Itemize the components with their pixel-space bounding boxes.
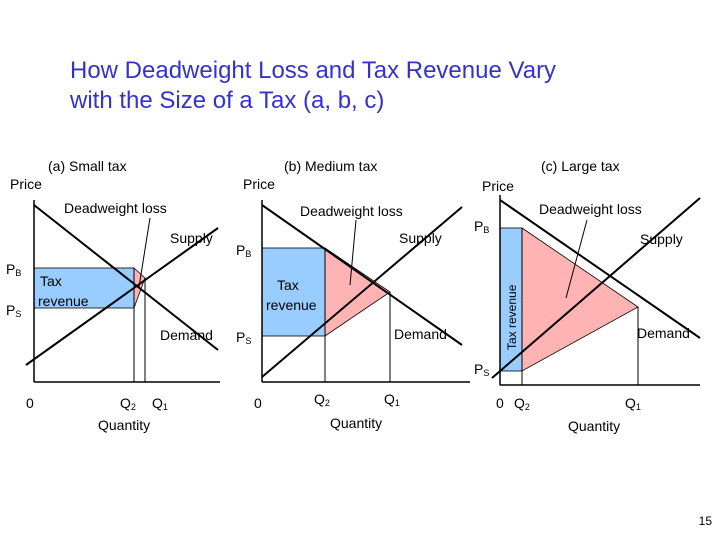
panel-c-ps-label: PS — [474, 361, 489, 378]
panel-c-quantity-label: Quantity — [568, 418, 620, 434]
panel-b-demand-label: Demand — [394, 326, 447, 342]
panel-large-tax: (c) Large tax Price Deadweight loss Supp… — [474, 158, 701, 434]
panel-a-supply-curve — [25, 227, 219, 366]
page-number: 15 — [698, 514, 712, 528]
panel-c-q1-label: Q1 — [625, 395, 641, 412]
slide-title: How Deadweight Loss and Tax Revenue Vary… — [70, 56, 556, 116]
panel-b-pb-label: PB — [236, 242, 251, 259]
panel-b-deadweight-label: Deadweight loss — [300, 203, 403, 219]
panel-a-ps-label: PS — [6, 302, 21, 319]
panel-c-pb-label: PB — [474, 218, 489, 235]
panel-a-supply-label: Supply — [170, 230, 213, 246]
panel-b-deadweight-pointer — [349, 219, 357, 286]
panel-a-demand-label: Demand — [160, 327, 213, 343]
panel-a-tax-revenue-area — [33, 267, 135, 309]
panel-a-q1-label: Q1 — [152, 395, 168, 412]
panel-a-pb-label: PB — [6, 261, 21, 278]
panel-b-deadweight-area — [324, 247, 391, 337]
panel-b-q2-label: Q2 — [314, 391, 330, 408]
panel-a-demand-curve — [33, 204, 219, 351]
panel-c-supply-curve — [491, 197, 701, 379]
panel-c-q2-label: Q2 — [514, 395, 530, 412]
panel-b-price-label: Price — [243, 176, 275, 192]
panel-b-demand-curve — [261, 204, 463, 346]
panel-medium-tax: (b) Medium tax Price Deadweight loss Sup… — [236, 158, 470, 431]
title-line-2: with the Size of a Tax (a, b, c) — [70, 87, 385, 114]
panel-a-q2-label: Q2 — [120, 395, 136, 412]
panel-c-heading: (c) Large tax — [541, 158, 620, 174]
panel-c-deadweight-label: Deadweight loss — [539, 201, 642, 217]
panel-b-supply-curve — [261, 206, 463, 378]
panel-b-tax-label: Tax — [277, 277, 299, 293]
panel-b-heading: (b) Medium tax — [284, 158, 377, 174]
panel-c-tax-revenue-label: Tax revenue — [505, 284, 519, 350]
panel-c-demand-curve — [499, 199, 701, 339]
panel-b-quantity-label: Quantity — [330, 415, 382, 431]
panel-a-quantity-label: Quantity — [98, 417, 150, 433]
panel-a-deadweight-label: Deadweight loss — [64, 200, 167, 216]
panel-c-price-label: Price — [482, 178, 514, 194]
panel-b-ps-label: PS — [236, 329, 251, 346]
panel-b-supply-label: Supply — [399, 230, 442, 246]
panel-a-revenue-label: revenue — [38, 293, 89, 309]
panel-a-heading: (a) Small tax — [48, 158, 127, 174]
panel-a-price-label: Price — [10, 176, 42, 192]
title-line-1: How Deadweight Loss and Tax Revenue Vary — [70, 57, 557, 84]
panel-c-origin: 0 — [496, 395, 504, 411]
panel-c-demand-label: Demand — [637, 325, 690, 341]
panel-a-tax-label: Tax — [40, 273, 62, 289]
panel-a-origin: 0 — [26, 395, 34, 411]
panel-b-q1-label: Q1 — [384, 391, 400, 408]
panel-c-supply-label: Supply — [640, 231, 683, 247]
panel-a-deadweight-pointer — [138, 217, 151, 288]
panel-b-origin: 0 — [254, 395, 262, 411]
panel-b-revenue-label: revenue — [266, 297, 317, 313]
panel-small-tax: (a) Small tax Price Deadweight loss Supp… — [6, 158, 220, 433]
panel-c-deadweight-area — [521, 227, 639, 372]
panel-c-deadweight-pointer — [565, 219, 588, 299]
